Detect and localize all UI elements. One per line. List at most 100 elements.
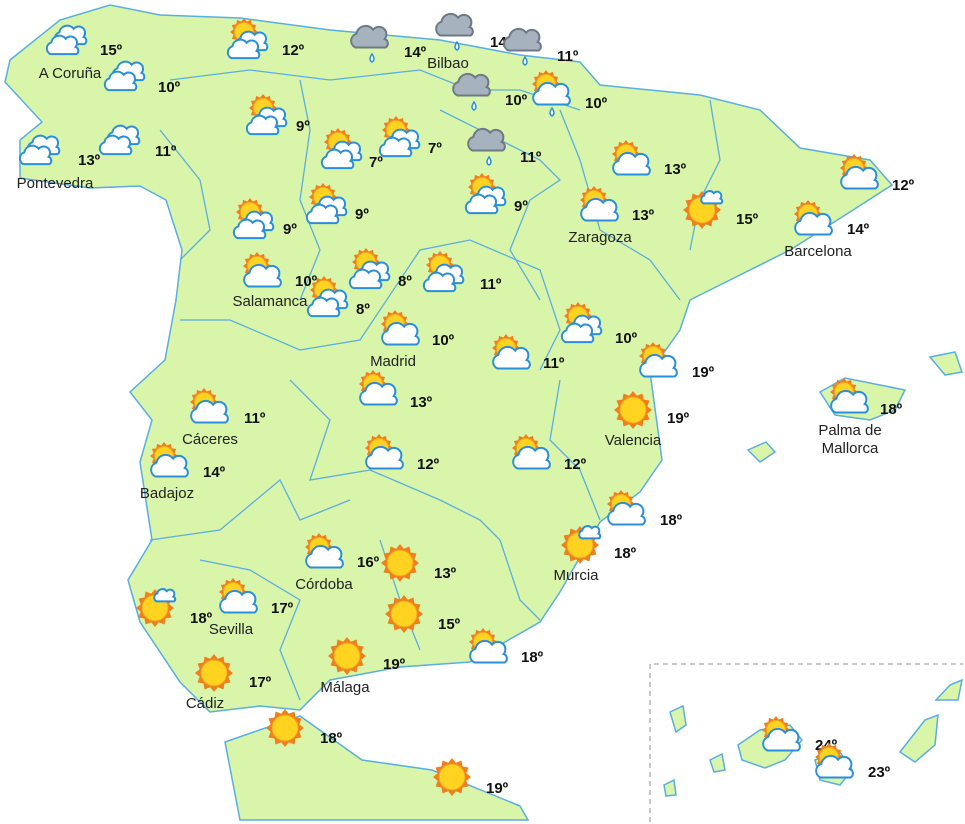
weather-icon	[266, 709, 304, 747]
temperature: 7º	[369, 154, 383, 171]
weather-icon	[305, 183, 348, 225]
station: 11º	[503, 27, 579, 66]
station: 7º	[320, 128, 383, 171]
weather-icon	[467, 127, 506, 166]
city-name: Pontevedra	[17, 175, 94, 192]
weather-icon	[469, 628, 508, 664]
cloud	[378, 136, 413, 158]
station: 11º	[422, 251, 502, 293]
city-name: A Coruña	[39, 65, 102, 82]
cloud	[226, 38, 261, 60]
station: 13º	[612, 140, 687, 178]
station: 19º	[639, 342, 715, 381]
temperature: 10º	[585, 95, 608, 112]
cloud	[18, 144, 53, 166]
temperature: 10º	[295, 273, 318, 290]
temperature: 14º	[203, 464, 226, 481]
city-name: Bilbao	[427, 55, 469, 72]
weather-icon	[561, 525, 602, 564]
weather-icon	[452, 72, 491, 111]
temperature: 18º	[190, 610, 213, 627]
weather-icon	[45, 24, 88, 56]
cloud	[243, 263, 282, 288]
weather-icon	[580, 186, 619, 222]
weather-icon	[830, 378, 869, 414]
cloud	[762, 727, 801, 752]
temperature: 18º	[320, 730, 343, 747]
weather-icon	[422, 251, 465, 293]
temperature: 13º	[434, 565, 457, 582]
weather-icon	[195, 654, 233, 692]
cloud	[840, 165, 879, 190]
temperature: 15º	[438, 616, 461, 633]
weather-icon	[306, 276, 349, 318]
temperature: 11º	[520, 149, 542, 166]
temperature: 19º	[692, 364, 715, 381]
weather-icon	[639, 342, 678, 378]
temperature: 18º	[880, 401, 903, 418]
cloud	[219, 589, 258, 614]
temperature: 15º	[100, 42, 123, 59]
city-name: Mallorca	[822, 440, 879, 457]
temperature: 8º	[398, 273, 412, 290]
station: 11º	[492, 334, 565, 372]
mainland	[4, 4, 894, 713]
cloud	[45, 34, 80, 56]
cloud	[305, 203, 340, 225]
temperature: 19º	[486, 780, 509, 797]
weather-icon	[794, 200, 833, 236]
weather-icon	[381, 544, 419, 582]
cloud	[578, 525, 602, 540]
weather-icon	[320, 128, 363, 170]
cloud	[232, 218, 267, 240]
cloud	[467, 127, 506, 152]
temperature: 18º	[660, 512, 683, 529]
station: 19º	[433, 758, 509, 797]
menorca	[928, 351, 963, 376]
weather-icon	[365, 434, 404, 470]
temperature: 7º	[428, 140, 442, 157]
weather-icon	[245, 94, 288, 136]
station: 14º Badajoz	[140, 442, 226, 502]
sun-disc	[386, 549, 414, 577]
station: 14º Barcelona	[784, 200, 870, 260]
temperature: 14º	[404, 44, 427, 61]
city-name: Málaga	[320, 679, 370, 696]
weather-icon	[503, 27, 542, 66]
weather-icon	[243, 252, 282, 288]
cloud	[153, 588, 177, 603]
temperature: 10º	[432, 332, 455, 349]
temperature: 11º	[244, 410, 266, 427]
cloud	[815, 754, 854, 779]
weather-icon	[512, 434, 551, 470]
temperature: 12º	[892, 177, 915, 194]
sun-disc	[271, 714, 299, 742]
temperature: 18º	[614, 545, 637, 562]
temperature: 13º	[632, 207, 655, 224]
cloud	[103, 70, 138, 92]
temperature: 16º	[357, 554, 380, 571]
station: 9º	[464, 173, 528, 215]
temperature: 10º	[158, 79, 181, 96]
temperature: 11º	[557, 48, 579, 65]
cloud	[512, 445, 551, 470]
city-name: Barcelona	[784, 243, 852, 260]
temperature: 13º	[410, 394, 433, 411]
temperature: 12º	[417, 456, 440, 473]
weather-icon	[232, 198, 275, 240]
temperature: 23º	[868, 764, 891, 781]
cloud	[607, 501, 646, 526]
sun-disc	[619, 396, 647, 424]
cloud	[830, 389, 869, 414]
city-name: Badajoz	[140, 485, 194, 502]
city-name: Madrid	[370, 353, 416, 370]
sun-disc	[200, 659, 228, 687]
weather-icon	[762, 716, 801, 752]
station: 10º	[560, 302, 638, 347]
temperature: 12º	[564, 456, 587, 473]
temperature: 12º	[282, 42, 305, 59]
canary-island	[898, 713, 939, 763]
station: 10º	[532, 70, 608, 117]
